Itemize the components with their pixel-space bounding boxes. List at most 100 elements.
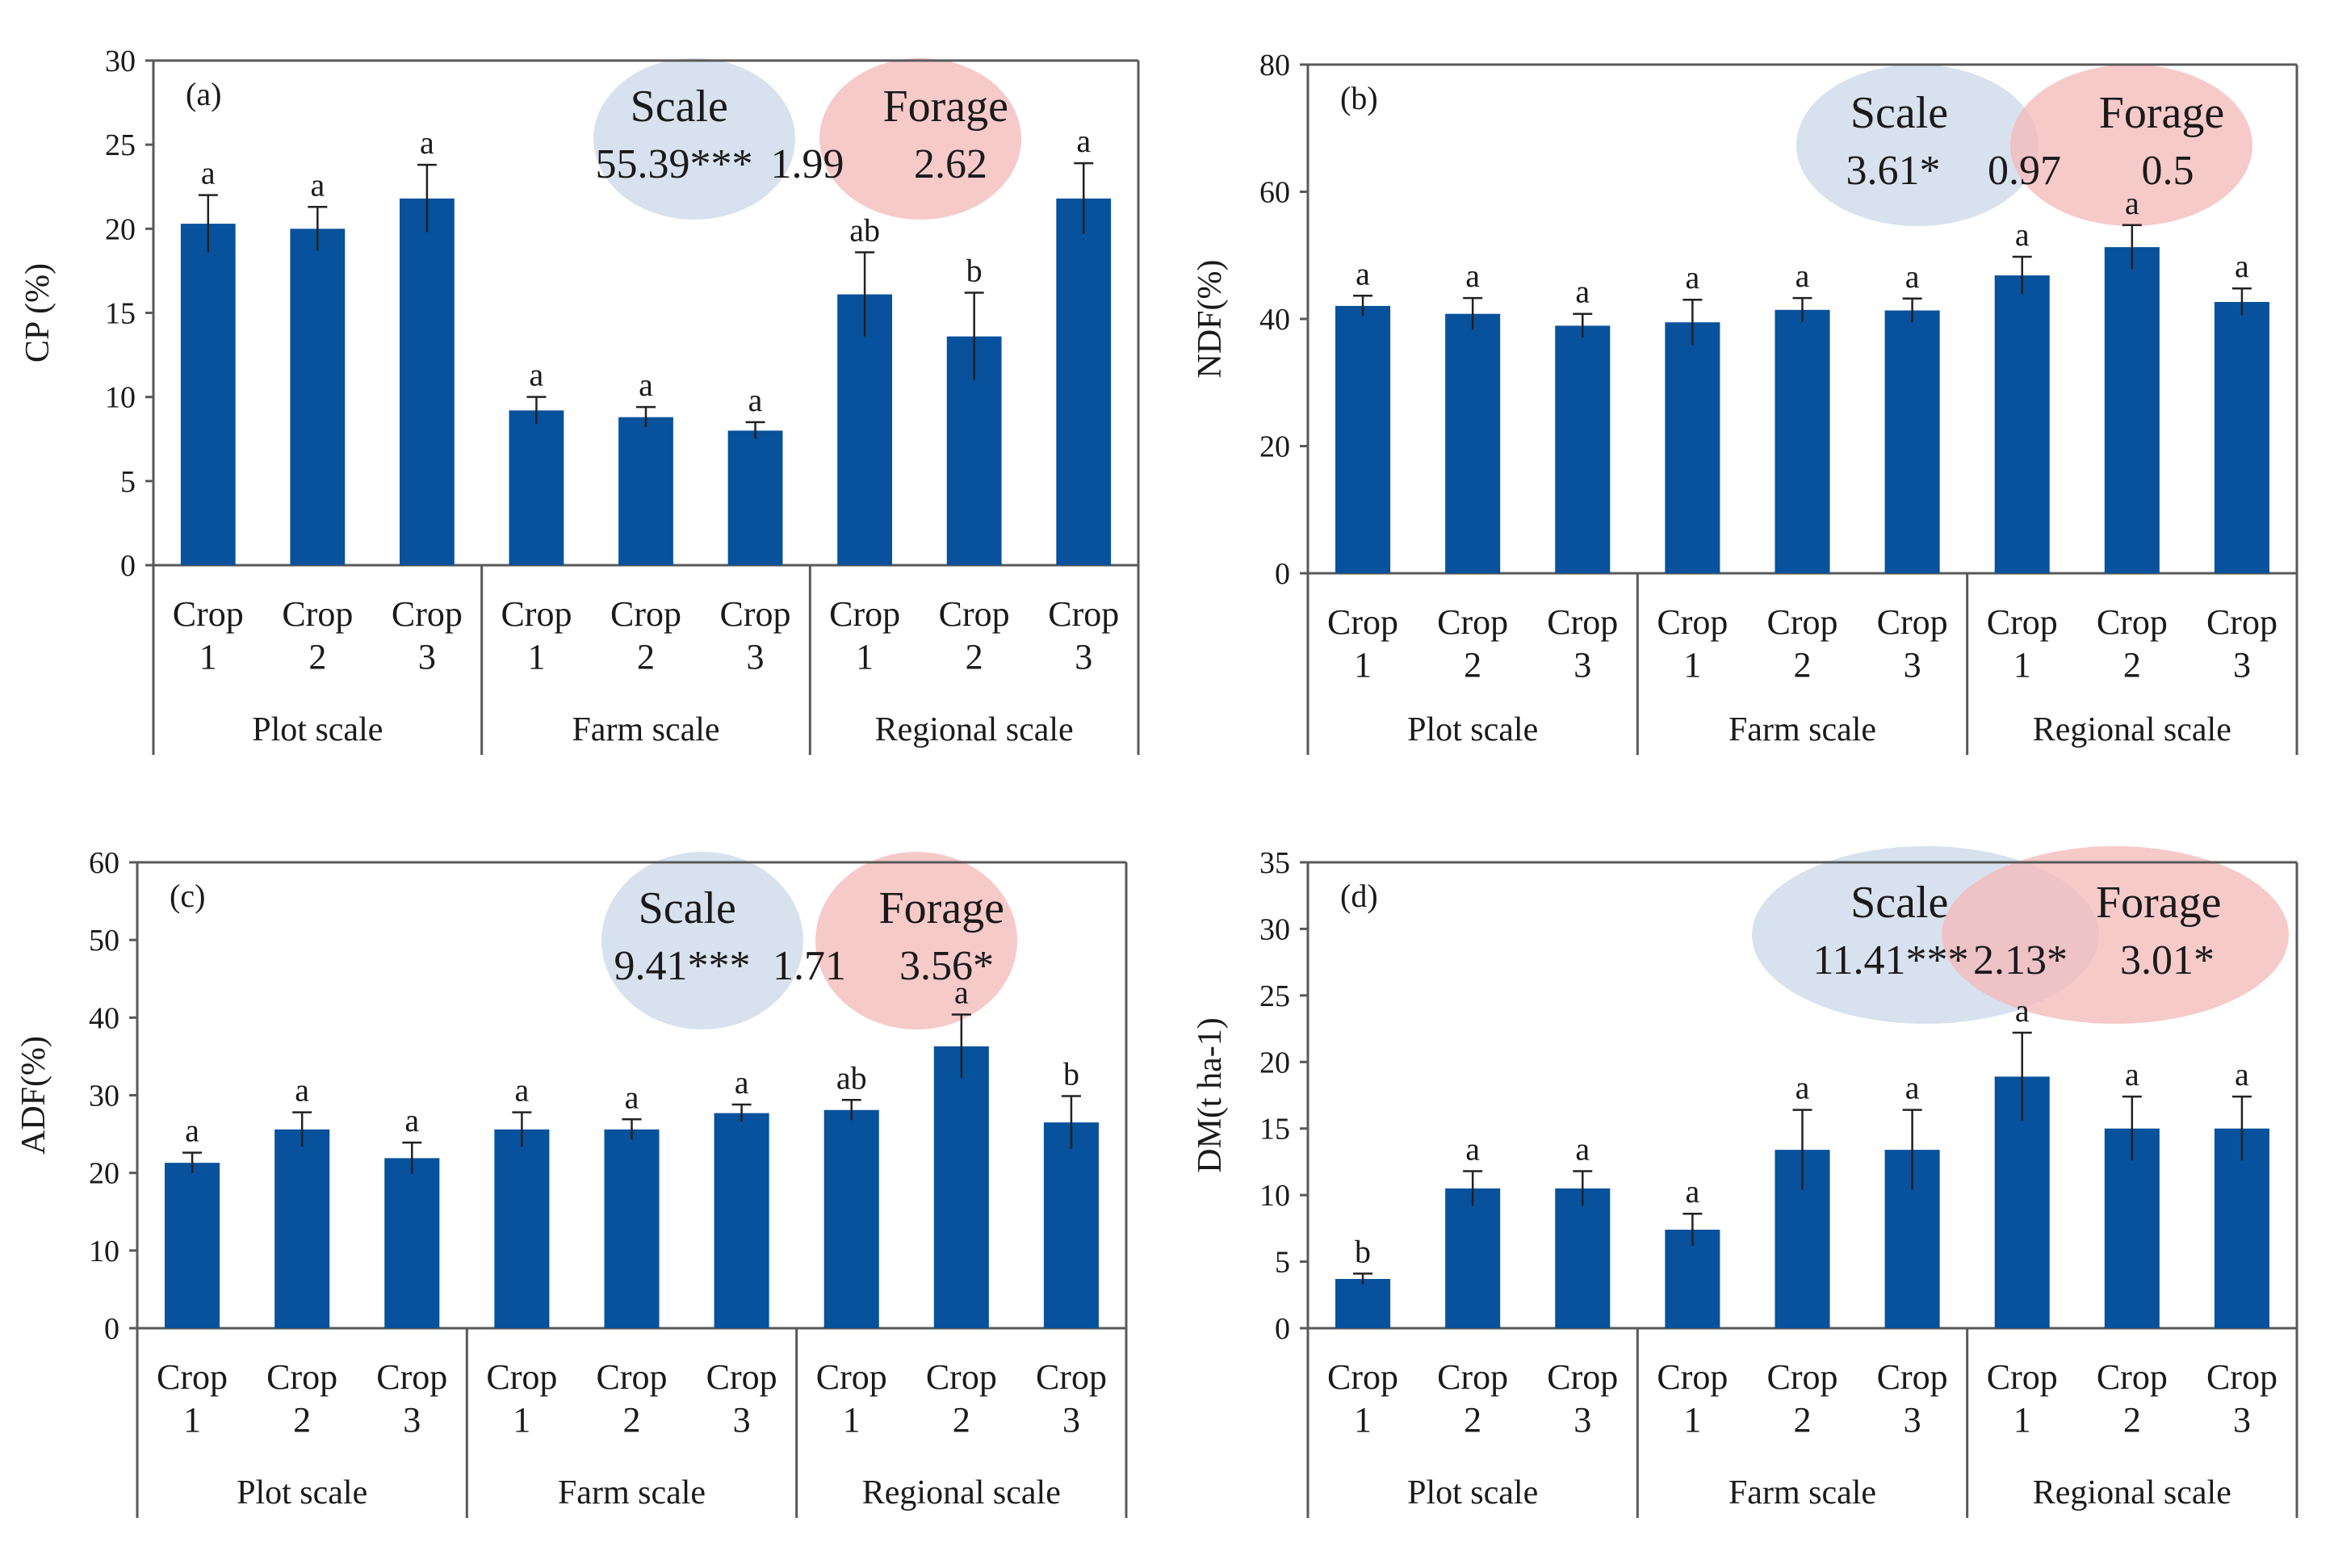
category-label-line2: 2: [1794, 1400, 1812, 1440]
venn-scale-title: Scale: [631, 82, 728, 132]
category-label-line2: 1: [199, 637, 217, 677]
bar: [1335, 305, 1391, 573]
venn-forage-ellipse: [819, 58, 1021, 220]
bar: [1335, 1279, 1391, 1328]
y-tick-label: 30: [105, 44, 136, 78]
significance-letter: a: [2235, 248, 2249, 284]
category-label-line1: Crop: [1437, 602, 1508, 642]
significance-letter: a: [1356, 255, 1370, 291]
y-tick-label: 35: [1259, 846, 1290, 880]
category-label-line1: Crop: [1767, 602, 1838, 642]
venn-diagram: Scale Forage 11.41*** 2.13* 3.01*: [1752, 846, 2289, 1024]
category-label-line2: 2: [1464, 645, 1481, 685]
significance-letter: a: [310, 166, 325, 203]
category-label-line1: Crop: [926, 1357, 997, 1397]
y-tick-label: 20: [105, 212, 136, 246]
panel-label: (a): [186, 76, 221, 112]
category-label-line1: Crop: [829, 594, 900, 634]
bar: [1056, 198, 1112, 566]
category-label-line2: 3: [1075, 637, 1092, 677]
bar: [1555, 1188, 1611, 1328]
category-label-line2: 2: [623, 1400, 641, 1440]
panel-label: (d): [1340, 878, 1378, 914]
bar: [384, 1158, 440, 1328]
significance-letter: a: [1076, 123, 1091, 159]
significance-letter: b: [1063, 1055, 1079, 1092]
bar: [1665, 1230, 1720, 1328]
category-label-line1: Crop: [939, 594, 1010, 634]
y-tick-label: 20: [1259, 430, 1290, 464]
bar: [604, 1129, 660, 1328]
category-label-line1: Crop: [1036, 1357, 1107, 1397]
category-label-line1: Crop: [1327, 602, 1398, 642]
bar: [823, 1109, 879, 1328]
venn-forage-value: 3.01*: [2120, 937, 2215, 983]
category-label-line1: Crop: [173, 594, 244, 634]
significance-letter: b: [966, 253, 983, 289]
venn-forage-title: Forage: [2096, 878, 2222, 928]
category-label-line2: 2: [2123, 1400, 2141, 1440]
significance-letter: a: [1686, 259, 1700, 296]
y-tick-label: 10: [89, 1235, 119, 1268]
category-label-line2: 2: [2123, 645, 2141, 685]
category-label-line2: 2: [293, 1400, 311, 1440]
significance-letter: ab: [836, 1059, 867, 1096]
y-tick-label: 10: [105, 381, 136, 415]
significance-letter: a: [2235, 1056, 2249, 1092]
category-label-line1: Crop: [2206, 602, 2277, 642]
category-label-line2: 1: [513, 1400, 530, 1440]
bar: [1445, 313, 1501, 573]
significance-letter: a: [625, 1079, 639, 1115]
venn-overlap-value: 1.99: [771, 141, 844, 187]
venn-forage-value: 2.62: [914, 141, 987, 187]
significance-letter: a: [2015, 992, 2030, 1029]
venn-diagram: Scale Forage 55.39*** 1.99 2.62: [593, 58, 1021, 220]
category-label-line2: 2: [637, 637, 655, 677]
y-axis-label: ADF(%): [15, 1036, 52, 1155]
venn-forage-value: 3.56*: [899, 943, 994, 989]
panel-label: (c): [170, 878, 205, 914]
category-label-line2: 3: [403, 1400, 421, 1440]
category-label-line1: Crop: [1048, 594, 1119, 634]
category-label-line2: 1: [2013, 1400, 2031, 1440]
venn-scale-value: 9.41***: [614, 943, 751, 989]
venn-scale-ellipse: [601, 852, 803, 1029]
y-tick-label: 10: [1259, 1179, 1290, 1213]
category-label-line2: 3: [2233, 645, 2251, 685]
bar: [1994, 275, 2050, 573]
significance-letter: a: [1575, 274, 1590, 310]
category-label-line2: 3: [1573, 645, 1591, 685]
category-label-line1: Crop: [266, 1357, 337, 1397]
category-label-line1: Crop: [1767, 1357, 1838, 1397]
bar: [165, 1163, 220, 1328]
significance-letter: a: [1465, 258, 1480, 294]
category-label-line1: Crop: [1657, 1357, 1728, 1397]
group-label: Farm scale: [1729, 711, 1876, 748]
venn-scale-ellipse: [1796, 65, 2039, 226]
venn-forage-title: Forage: [882, 82, 1008, 132]
y-tick-label: 60: [1259, 176, 1290, 210]
panel-label: (b): [1340, 80, 1378, 116]
category-label-line2: 1: [1354, 645, 1372, 685]
chart-panel-c: Scale Forage 9.41*** 1.71 3.56* 0 10 20 30 40 50 60…: [15, 846, 1128, 1518]
category-label-line1: Crop: [486, 1357, 557, 1397]
significance-letter: a: [2015, 216, 2030, 253]
bar: [1665, 322, 1720, 573]
category-label-line1: Crop: [392, 594, 463, 634]
bar: [1884, 310, 1940, 573]
group-label: Plot scale: [1407, 1474, 1538, 1511]
significance-letter: a: [404, 1102, 419, 1138]
category-label-line2: 1: [1683, 645, 1701, 685]
significance-letter: a: [748, 382, 763, 418]
venn-forage-title: Forage: [2099, 88, 2225, 138]
bar: [1445, 1188, 1501, 1328]
category-label-line1: Crop: [376, 1357, 447, 1397]
venn-diagram: Scale Forage 3.61* 0.97 0.5: [1796, 65, 2252, 226]
significance-letter: a: [639, 367, 653, 403]
y-tick-label: 20: [89, 1157, 119, 1191]
y-axis-label: DM(t ha-1): [1192, 1017, 1229, 1172]
bar: [618, 417, 673, 565]
y-tick-label: 50: [89, 924, 119, 958]
bar: [2214, 1128, 2269, 1328]
category-label-line1: Crop: [1877, 602, 1948, 642]
